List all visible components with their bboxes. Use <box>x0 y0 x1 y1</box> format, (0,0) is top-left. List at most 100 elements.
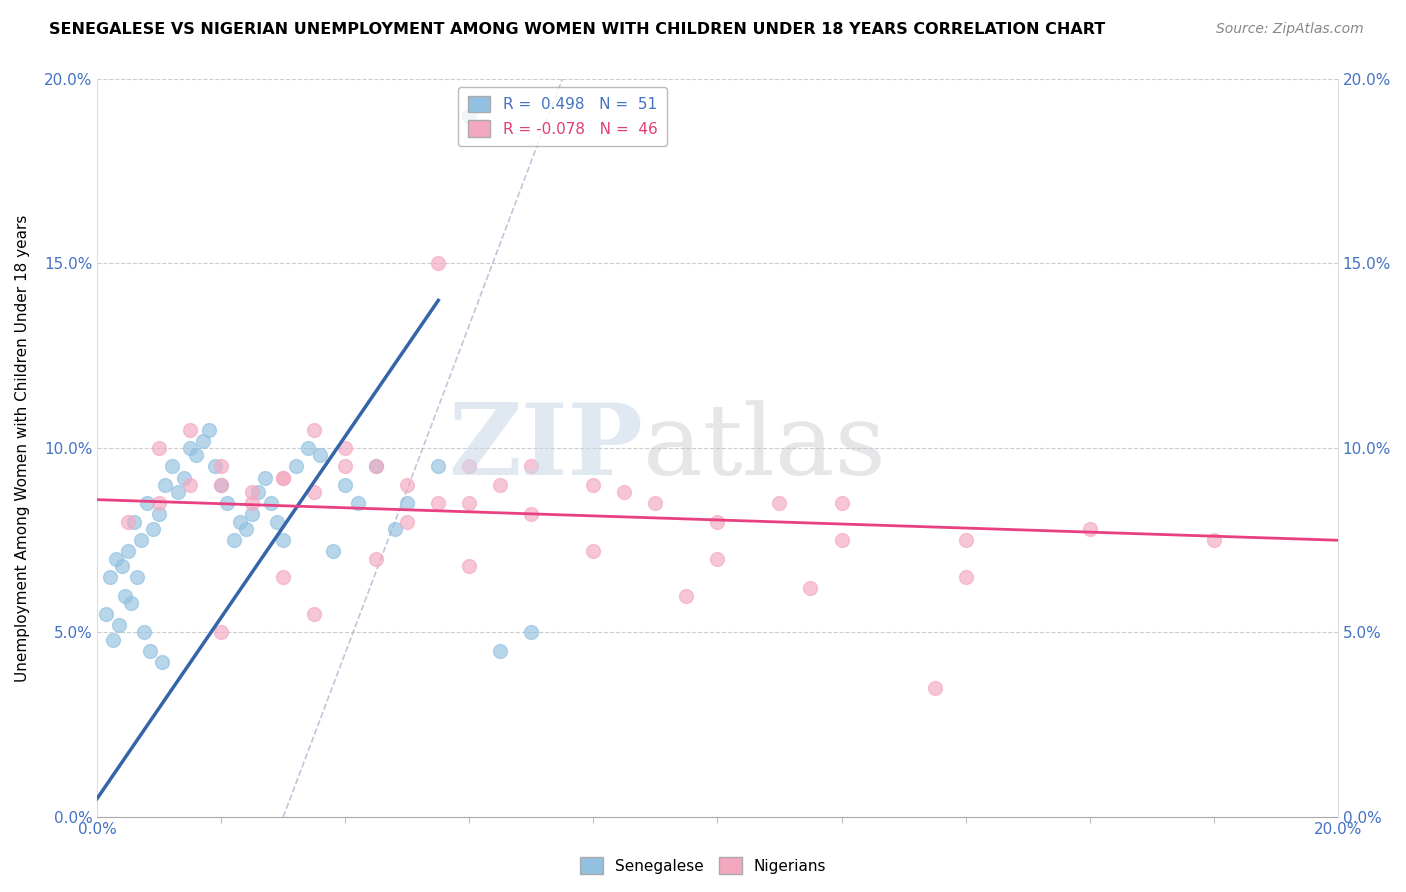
Y-axis label: Unemployment Among Women with Children Under 18 years: Unemployment Among Women with Children U… <box>15 214 30 681</box>
Point <box>179 478 201 492</box>
Point <box>197 423 219 437</box>
Point <box>266 515 288 529</box>
Point <box>366 459 388 474</box>
Point <box>458 496 481 510</box>
Point <box>335 441 357 455</box>
Point <box>427 256 450 270</box>
Point <box>148 441 170 455</box>
Point <box>346 496 368 510</box>
Legend: Senegalese, Nigerians: Senegalese, Nigerians <box>574 851 832 880</box>
Point <box>209 625 232 640</box>
Point <box>150 655 173 669</box>
Point <box>297 441 319 455</box>
Point <box>924 681 946 695</box>
Point <box>1078 522 1101 536</box>
Point <box>209 478 232 492</box>
Point <box>247 485 270 500</box>
Point <box>108 618 131 632</box>
Point <box>124 515 146 529</box>
Point <box>458 559 481 574</box>
Text: ZIP: ZIP <box>449 400 643 497</box>
Point <box>427 459 450 474</box>
Point <box>186 449 208 463</box>
Point <box>955 570 977 584</box>
Point <box>139 644 162 658</box>
Point <box>335 459 357 474</box>
Point <box>217 496 239 510</box>
Point <box>96 607 118 621</box>
Point <box>322 544 344 558</box>
Point <box>120 596 142 610</box>
Point <box>253 470 276 484</box>
Point <box>111 559 134 574</box>
Point <box>160 459 183 474</box>
Point <box>675 589 697 603</box>
Point <box>284 459 307 474</box>
Point <box>101 632 124 647</box>
Legend: R =  0.498   N =  51, R = -0.078   N =  46: R = 0.498 N = 51, R = -0.078 N = 46 <box>458 87 666 146</box>
Point <box>831 496 853 510</box>
Point <box>396 496 419 510</box>
Point <box>644 496 666 510</box>
Point <box>427 496 450 510</box>
Point <box>396 515 419 529</box>
Text: atlas: atlas <box>643 401 886 496</box>
Point <box>706 551 728 566</box>
Point <box>613 485 636 500</box>
Point <box>260 496 283 510</box>
Point <box>458 459 481 474</box>
Point <box>309 449 332 463</box>
Point <box>768 496 790 510</box>
Point <box>302 485 325 500</box>
Point <box>132 625 155 640</box>
Point <box>148 508 170 522</box>
Text: SENEGALESE VS NIGERIAN UNEMPLOYMENT AMONG WOMEN WITH CHILDREN UNDER 18 YEARS COR: SENEGALESE VS NIGERIAN UNEMPLOYMENT AMON… <box>49 22 1105 37</box>
Point <box>520 459 543 474</box>
Point <box>173 470 195 484</box>
Point <box>104 551 127 566</box>
Point <box>335 478 357 492</box>
Point <box>831 533 853 548</box>
Point <box>240 508 263 522</box>
Point <box>366 551 388 566</box>
Point <box>117 515 139 529</box>
Point <box>366 459 388 474</box>
Point <box>148 496 170 510</box>
Point <box>235 522 257 536</box>
Point <box>271 470 294 484</box>
Point <box>240 496 263 510</box>
Point <box>209 459 232 474</box>
Point <box>520 625 543 640</box>
Point <box>179 441 201 455</box>
Point <box>229 515 252 529</box>
Point <box>222 533 245 548</box>
Point <box>396 478 419 492</box>
Text: Source: ZipAtlas.com: Source: ZipAtlas.com <box>1216 22 1364 37</box>
Point <box>142 522 165 536</box>
Point <box>302 607 325 621</box>
Point <box>240 485 263 500</box>
Point <box>166 485 188 500</box>
Point <box>706 515 728 529</box>
Point <box>520 508 543 522</box>
Point <box>271 470 294 484</box>
Point <box>582 544 605 558</box>
Point <box>489 644 512 658</box>
Point <box>114 589 136 603</box>
Point <box>127 570 149 584</box>
Point <box>1202 533 1225 548</box>
Point <box>458 109 481 123</box>
Point <box>191 434 214 448</box>
Point <box>955 533 977 548</box>
Point <box>271 570 294 584</box>
Point <box>302 423 325 437</box>
Point <box>582 478 605 492</box>
Point <box>204 459 226 474</box>
Point <box>799 581 821 595</box>
Point <box>209 478 232 492</box>
Point <box>98 570 121 584</box>
Point <box>271 533 294 548</box>
Point <box>179 423 201 437</box>
Point <box>129 533 152 548</box>
Point <box>155 478 177 492</box>
